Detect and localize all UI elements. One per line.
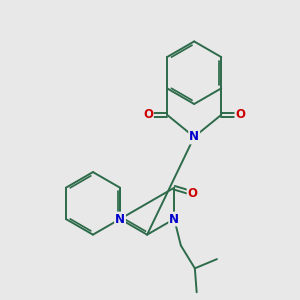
- Text: O: O: [236, 108, 245, 122]
- Text: O: O: [188, 187, 198, 200]
- Text: N: N: [169, 212, 179, 226]
- Text: N: N: [189, 130, 199, 143]
- Text: O: O: [143, 108, 153, 122]
- Text: N: N: [115, 212, 125, 226]
